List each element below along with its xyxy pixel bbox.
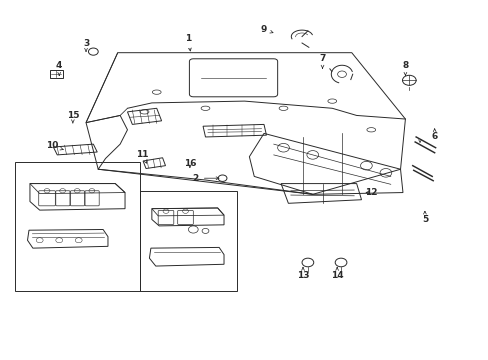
Text: 4: 4 [56,61,62,76]
Text: 13: 13 [296,267,308,279]
Text: 7: 7 [319,54,325,68]
Text: 9: 9 [260,25,272,34]
Text: 5: 5 [421,211,427,224]
Text: 6: 6 [431,129,437,141]
Text: 16: 16 [183,159,196,168]
Text: 3: 3 [83,39,89,51]
Text: 12: 12 [364,188,377,197]
Text: 11: 11 [136,150,148,163]
Bar [15,162,140,291]
Bar [140,191,237,291]
Text: 1: 1 [185,34,191,51]
Text: 10: 10 [45,141,63,150]
Text: 14: 14 [330,267,343,279]
Text: 8: 8 [402,61,407,76]
Text: 2: 2 [192,174,219,183]
Text: 15: 15 [66,111,79,123]
